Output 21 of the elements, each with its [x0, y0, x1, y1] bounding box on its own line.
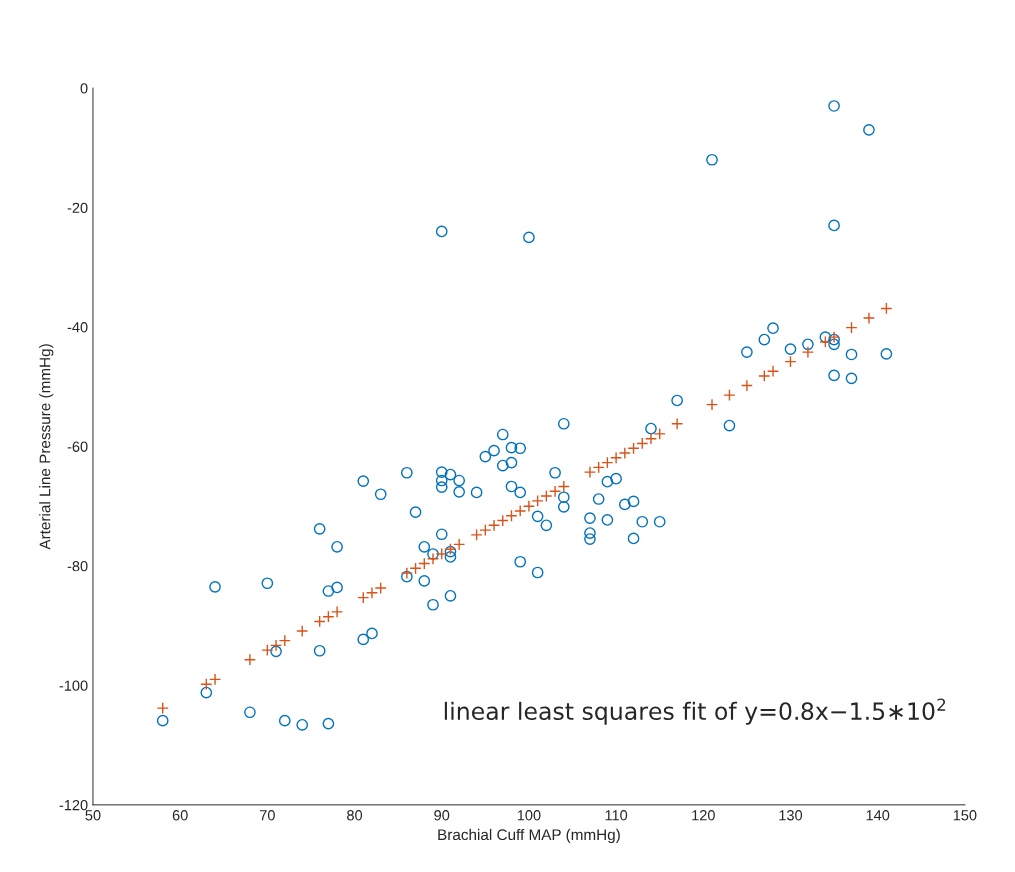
x-tick-label: 50 [85, 810, 101, 821]
x-tick-label: 150 [953, 810, 977, 821]
x-tick-label: 100 [517, 810, 541, 821]
x-tick-label: 90 [434, 810, 450, 821]
y-tick-label: -60 [67, 441, 88, 452]
x-tick-label: 130 [779, 810, 803, 821]
y-axis-title: Arterial Line Pressure (mmHg) [39, 344, 54, 550]
x-tick-label: 110 [605, 810, 628, 821]
y-tick-label: -20 [67, 202, 88, 213]
annotation: linear least squares fit of y=0.8x−1.5∗10$^{2}$ [444, 698, 946, 725]
y-tick-label: -100 [59, 680, 88, 691]
x-tick-label: 70 [259, 810, 275, 821]
y-tick-label: -80 [67, 561, 88, 572]
y-tick-label: 0 [80, 83, 88, 94]
x-axis-title: Brachial Cuff MAP (mmHg) [438, 828, 620, 844]
x-tick-label: 60 [172, 810, 188, 821]
x-tick-label: 140 [866, 810, 890, 821]
x-tick-label: 80 [347, 810, 363, 821]
y-tick-label: -120 [59, 799, 88, 811]
x-tick-label: 120 [692, 810, 715, 821]
y-tick-label: -40 [67, 322, 88, 333]
